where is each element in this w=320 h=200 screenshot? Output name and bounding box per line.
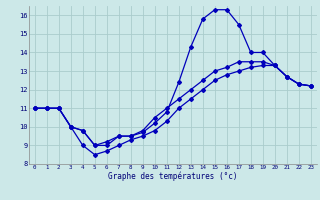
X-axis label: Graphe des températures (°c): Graphe des températures (°c) [108, 172, 237, 181]
